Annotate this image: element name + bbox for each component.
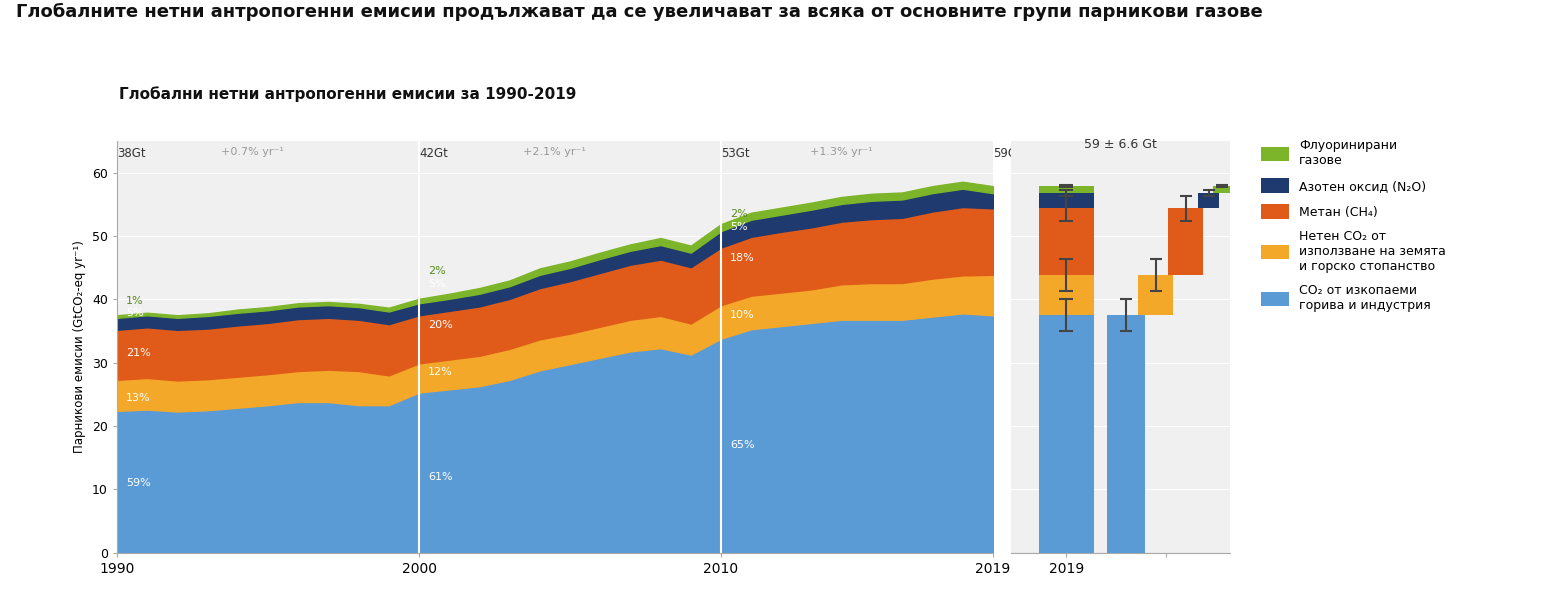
Text: 13%: 13% bbox=[126, 392, 151, 403]
Bar bbox=[1168, 208, 1203, 274]
Text: 61%: 61% bbox=[427, 472, 452, 481]
Y-axis label: Парникови емисии (GtCO₂-eq yr⁻¹): Парникови емисии (GtCO₂-eq yr⁻¹) bbox=[73, 241, 86, 453]
Bar bbox=[1108, 315, 1145, 553]
Text: +2.1% yr⁻¹: +2.1% yr⁻¹ bbox=[524, 147, 587, 157]
Text: 5%: 5% bbox=[126, 308, 144, 319]
Text: Глобални нетни антропогенни емисии за 1990-2019: Глобални нетни антропогенни емисии за 19… bbox=[119, 86, 576, 102]
Bar bbox=[1039, 208, 1094, 274]
Text: 1%: 1% bbox=[126, 296, 144, 306]
Text: 2%: 2% bbox=[427, 266, 446, 276]
Text: 2%: 2% bbox=[730, 209, 747, 219]
Text: 65%: 65% bbox=[730, 440, 755, 450]
Bar bbox=[1214, 186, 1231, 193]
Text: +0.7% yr⁻¹: +0.7% yr⁻¹ bbox=[222, 147, 284, 157]
Bar bbox=[1039, 186, 1094, 193]
Text: 42Gt: 42Gt bbox=[420, 147, 448, 160]
Bar bbox=[1039, 193, 1094, 208]
Legend: Флуоринирани
газове, Азотен оксид (N₂O), Метан (CH₄), Нетен CO₂ от
използване на: Флуоринирани газове, Азотен оксид (N₂O),… bbox=[1262, 139, 1446, 312]
Text: 4%: 4% bbox=[1002, 195, 1020, 204]
Text: 38Gt: 38Gt bbox=[117, 147, 145, 160]
Bar bbox=[1198, 193, 1220, 208]
Text: 5%: 5% bbox=[730, 222, 747, 231]
Text: 20%: 20% bbox=[427, 320, 452, 330]
Text: 59%: 59% bbox=[126, 478, 151, 488]
Text: 11%: 11% bbox=[1002, 285, 1026, 295]
Text: 10%: 10% bbox=[730, 310, 755, 321]
Text: 59 ± 6.6 Gt: 59 ± 6.6 Gt bbox=[1084, 138, 1158, 150]
Text: 12%: 12% bbox=[427, 367, 452, 377]
Text: 18%: 18% bbox=[1002, 231, 1026, 241]
Text: 5%: 5% bbox=[427, 279, 446, 289]
Text: 2%: 2% bbox=[1002, 184, 1020, 193]
Text: 21%: 21% bbox=[126, 348, 151, 358]
Text: 53Gt: 53Gt bbox=[721, 147, 750, 160]
Bar bbox=[1039, 274, 1094, 315]
Text: 59Gt: 59Gt bbox=[992, 147, 1022, 160]
Text: 18%: 18% bbox=[730, 254, 755, 263]
Text: 64%: 64% bbox=[1002, 427, 1026, 437]
Text: Глобалните нетни антропогенни емисии продължават да се увеличават за всяка от ос: Глобалните нетни антропогенни емисии про… bbox=[16, 3, 1262, 21]
Bar bbox=[1139, 274, 1173, 315]
Bar bbox=[1039, 315, 1094, 553]
Text: +1.3% yr⁻¹: +1.3% yr⁻¹ bbox=[811, 147, 874, 157]
